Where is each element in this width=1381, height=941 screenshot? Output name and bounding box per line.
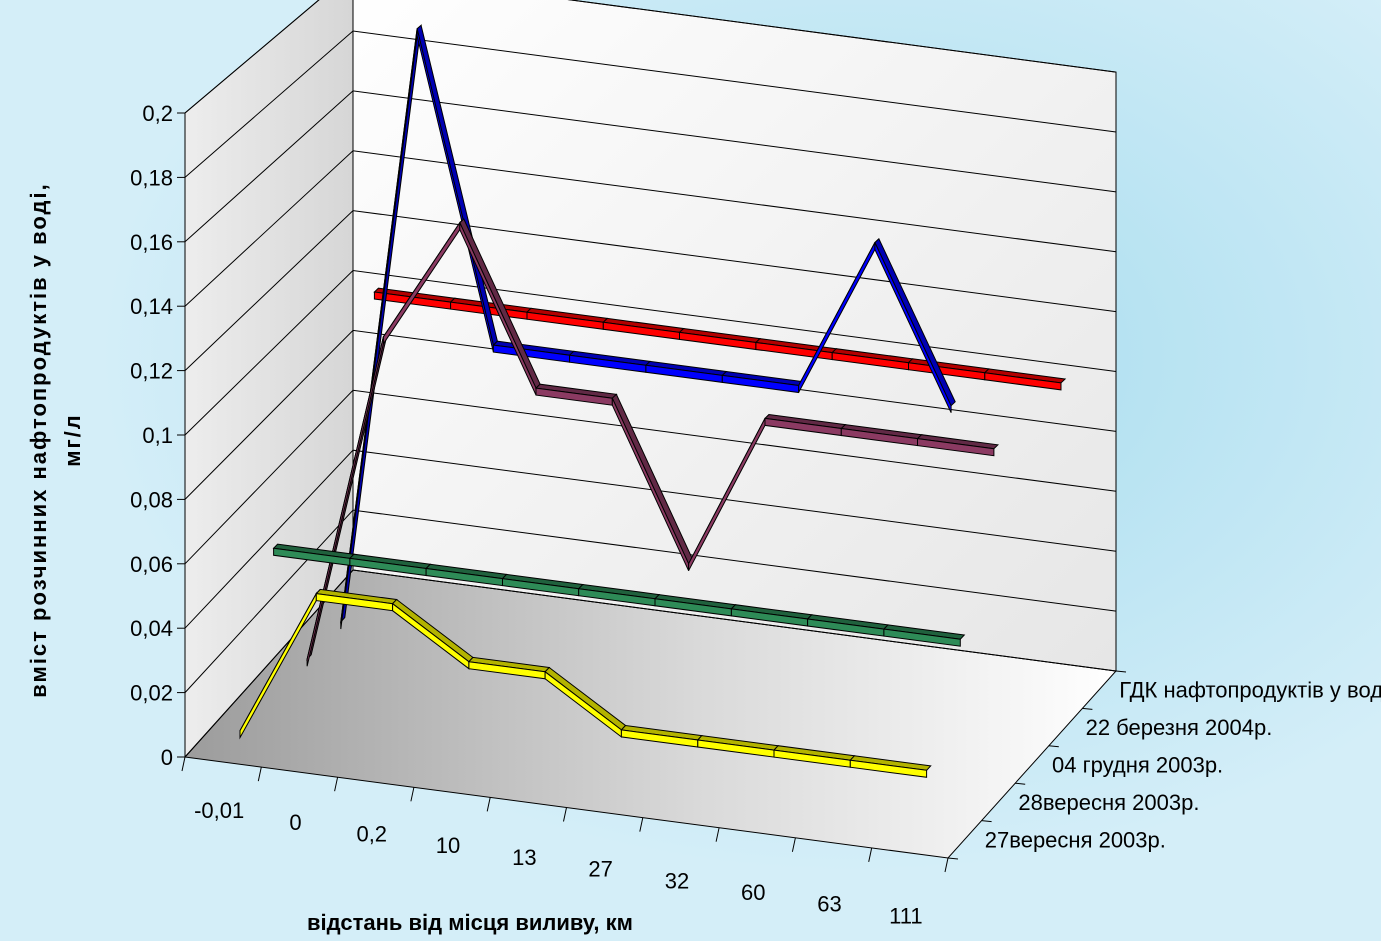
y-axis-title-line2: мг/л — [60, 413, 85, 467]
gridline — [184, 269, 1117, 436]
x-tick-label: 111 — [889, 903, 922, 928]
gridline — [184, 509, 1117, 693]
x-tick-label: -0,01 — [194, 798, 244, 823]
labels: 0 0,02 0,04 0,06 0,08 0,1 0,12 0,14 0,16 0,18 0,2 -… — [130, 101, 1381, 928]
y-tick-label: 0,16 — [130, 230, 173, 255]
y-tick-label: 0 — [161, 745, 173, 770]
x-tick-label: 13 — [512, 845, 536, 870]
depth-tick-mark — [1115, 670, 1127, 673]
series-label: 27вересня 2003р. — [985, 827, 1166, 852]
series-label: 22 березня 2004р. — [1086, 715, 1273, 740]
depth-tick-mark — [947, 857, 959, 860]
depth-tick-mark — [981, 820, 992, 823]
series-segment — [917, 438, 995, 457]
y-tick-label: 0,02 — [130, 681, 173, 706]
series-label: 04 грудня 2003р. — [1052, 753, 1223, 778]
gridline — [184, 389, 1117, 565]
x-tick-mark — [334, 777, 339, 792]
x-tick-mark — [257, 766, 262, 782]
y-tick-label: 0,12 — [130, 359, 173, 384]
gridline — [184, 329, 1117, 500]
gridline — [184, 449, 1117, 629]
series-segment — [883, 628, 961, 647]
y-tick-label: 0,14 — [130, 294, 173, 319]
gridline — [184, 0, 1117, 114]
depth-tick-mark — [1082, 707, 1093, 710]
axis-ticks — [177, 112, 1127, 873]
x-tick-mark — [181, 756, 186, 772]
y-tick-label: 0,04 — [130, 616, 173, 641]
x-tick-label: 10 — [436, 833, 460, 858]
x-tick-mark — [944, 857, 949, 873]
x-tick-label: 32 — [665, 868, 689, 893]
y-tick-label: 0,18 — [130, 165, 173, 190]
gridline — [184, 569, 1117, 758]
y-tick-label: 0,06 — [130, 552, 173, 577]
chart-walls — [183, 0, 1118, 859]
y-tick-label: 0,08 — [130, 487, 173, 512]
x-tick-label: 60 — [741, 880, 765, 905]
gridline — [184, 90, 1117, 243]
depth-tick-mark — [1048, 745, 1059, 748]
y-axis-title-line1: вміст розчинних нафтопродуктів у воді, — [26, 182, 51, 697]
depth-tick-mark — [1015, 782, 1026, 785]
series-segment — [849, 759, 928, 778]
x-tick-label: 27 — [588, 857, 612, 882]
x-tick-mark — [486, 797, 491, 812]
series-layer — [239, 24, 1067, 778]
x-tick-mark — [639, 817, 644, 832]
gridline — [184, 150, 1117, 307]
x-tick-label: 0,2 — [356, 821, 387, 846]
series-segment — [984, 372, 1062, 391]
x-tick-mark — [563, 807, 567, 822]
x-axis-title: відстань від місця виливу, км — [307, 910, 633, 935]
x-tick-mark — [791, 837, 796, 852]
series-label: ГДК нафтопродуктів у воді — [1119, 678, 1381, 703]
x-tick-label: 63 — [817, 892, 841, 917]
x-tick-mark — [410, 787, 415, 802]
series-segment — [874, 242, 952, 413]
y-tick-label: 0,2 — [142, 101, 173, 126]
x-tick-mark — [715, 827, 720, 842]
series-label: 28вересня 2003р. — [1018, 790, 1199, 815]
gridline — [184, 30, 1117, 178]
gridlines — [184, 0, 1117, 758]
y-tick-label: 0,1 — [142, 423, 173, 448]
x-tick-label: 0 — [289, 810, 301, 835]
gridline — [184, 210, 1117, 371]
x-tick-mark — [868, 847, 873, 863]
